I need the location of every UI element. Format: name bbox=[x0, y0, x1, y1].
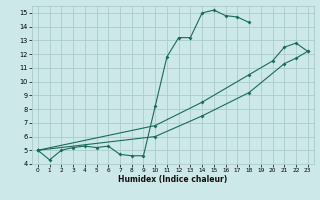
X-axis label: Humidex (Indice chaleur): Humidex (Indice chaleur) bbox=[118, 175, 228, 184]
